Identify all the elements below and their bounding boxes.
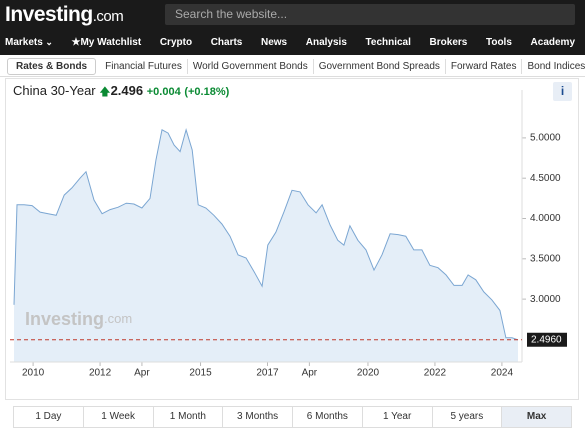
line [13, 127, 519, 341]
nav-item[interactable]: Tools [485, 37, 512, 48]
change-pct: (+0.18%) [184, 86, 230, 98]
logo-suffix: .com [92, 8, 124, 25]
nav-item[interactable]: Technical [365, 37, 411, 48]
nav-item[interactable]: Charts [210, 37, 243, 48]
search-box[interactable]: Search the website... [165, 4, 575, 25]
nav-item[interactable]: Academy [530, 37, 575, 48]
subnav-item[interactable]: World Government Bonds [188, 58, 314, 74]
y-tick-label: 4.0000 [530, 213, 561, 224]
price: 2.496 [110, 83, 144, 98]
nav-item[interactable]: News [261, 37, 288, 48]
range-button[interactable]: 1 Week [84, 407, 154, 427]
range-button[interactable]: 1 Month [154, 407, 224, 427]
watermark: Investing.com [25, 309, 132, 329]
range-button[interactable]: 1 Year [363, 407, 433, 427]
chart-frame [5, 78, 579, 400]
range-button[interactable]: 1 Day [14, 407, 84, 427]
range-button[interactable]: 6 Months [293, 407, 363, 427]
y-tick-label: 4.5000 [530, 173, 561, 184]
watermark-text: Investing [25, 309, 104, 329]
nav-item[interactable]: Analysis [305, 37, 347, 48]
instrument-name: China 30-Year [13, 83, 96, 98]
quote: China 30-Year 🡅2.496 +0.004 (+0.18%) [13, 83, 229, 102]
subnav-item[interactable]: Bond Indices [522, 59, 585, 74]
x-tick-label: 2017 [256, 368, 279, 379]
x-tick-label: 2015 [189, 368, 212, 379]
y-tick-label: 3.5000 [530, 253, 561, 264]
sub-nav: Rates & Bonds Financial Futures World Gove… [0, 56, 585, 77]
logo-text: Investing [5, 3, 93, 26]
x-tick-label: Apr [134, 368, 150, 379]
range-button[interactable]: Max [502, 407, 571, 427]
nav-item[interactable]: Crypto [159, 37, 193, 48]
subnav-item[interactable]: Financial Futures [100, 58, 188, 74]
subnav-item[interactable]: Rates & Bonds [7, 57, 97, 75]
nav-item[interactable]: Markets [5, 37, 53, 48]
chart: Investing.com 3.0000 3.5000 4.0000 4.5000 5.0… [10, 90, 567, 379]
top-bar: Investing.com Search the website... [0, 0, 585, 30]
subnav-item[interactable]: Forward Rates [446, 58, 523, 74]
last-value-box [527, 332, 567, 347]
x-tick-label: 2022 [424, 368, 447, 379]
nav-item[interactable]: My Watchlist [71, 37, 141, 48]
watermark-suffix: .com [104, 311, 132, 326]
nav-item[interactable]: Brokers [429, 37, 468, 48]
x-tick-label: 2024 [491, 368, 514, 379]
y-tick-label: 5.0000 [530, 133, 561, 144]
last-value-label: 2.4960 [531, 334, 562, 345]
area [14, 129, 518, 362]
x-tick-label: 2020 [357, 368, 380, 379]
x-tick-label: 2010 [22, 368, 45, 379]
range-button[interactable]: 3 Months [223, 407, 293, 427]
x-tick-label: 2012 [89, 368, 112, 379]
change: +0.004 [146, 86, 181, 98]
logo[interactable]: Investing.com [5, 3, 124, 27]
range-buttons: 1 Day 1 Week 1 Month 3 Months 6 Months 1 Year… [13, 406, 572, 428]
y-tick-label: 3.0000 [530, 294, 561, 305]
subnav-item[interactable]: Government Bond Spreads [314, 58, 446, 74]
main-nav: Markets My Watchlist Crypto Charts News Analy… [0, 30, 585, 55]
up-arrow: 🡅 [99, 86, 111, 98]
range-button[interactable]: 5 years [433, 407, 503, 427]
x-tick-label: Apr [302, 368, 318, 379]
info-button[interactable]: i [553, 82, 572, 101]
